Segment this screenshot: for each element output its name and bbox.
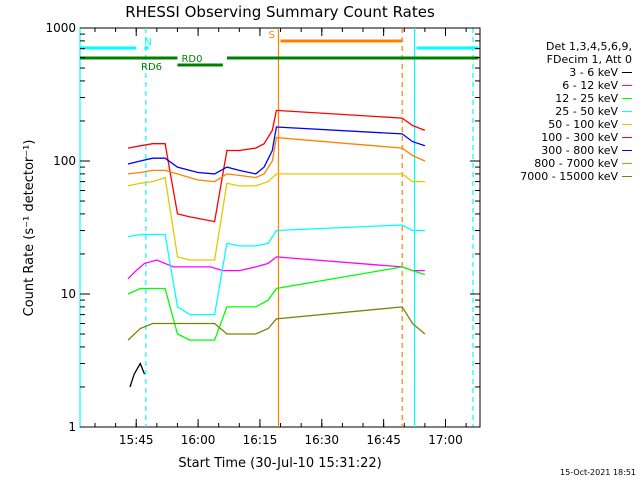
plot-frame [79, 27, 481, 428]
legend-entry-label: 6 - 12 keV [562, 79, 618, 92]
legend-swatch [622, 85, 632, 86]
flag-bar-label: S [269, 30, 275, 41]
legend-rows: 3 - 6 keV 6 - 12 keV 12 - 25 keV 25 - 50 ke… [480, 66, 632, 183]
legend-swatch [622, 98, 632, 99]
legend-entry-label: 50 - 100 keV [548, 118, 618, 131]
legend-header-decimation: FDecim 1, Att 0 [546, 53, 632, 66]
legend-swatch [622, 176, 632, 177]
legend-entry: 100 - 300 keV [480, 131, 632, 144]
legend-entry: 6 - 12 keV [480, 79, 632, 92]
flag-bars: N S RD0 RD6 [80, 30, 479, 73]
series-line [127, 224, 425, 316]
legend-swatch [622, 163, 632, 164]
y-tick-label: 10 [61, 287, 76, 301]
time-markers [79, 28, 474, 427]
legend-entry-label: 3 - 6 keV [569, 66, 618, 79]
x-tick-label: 16:30 [304, 433, 339, 447]
legend-entry: 25 - 50 keV [480, 105, 632, 118]
series-lines [127, 109, 426, 388]
y-tick-label: 100 [53, 154, 76, 168]
y-axis-label: Count Rate (s⁻¹ detector⁻¹) [22, 140, 37, 317]
legend-entry: 3 - 6 keV [480, 66, 632, 79]
y-tick-label: 1 [68, 420, 76, 434]
legend-swatch [622, 150, 632, 151]
y-tick-label: 1000 [45, 21, 76, 35]
legend-entry: 300 - 800 keV [480, 144, 632, 157]
legend-entry-label: 300 - 800 keV [541, 144, 618, 157]
flag-bar-label: RD6 [141, 62, 162, 73]
series-line [127, 306, 426, 341]
series-line [127, 173, 425, 261]
series-line [127, 126, 426, 175]
legend-swatch [622, 124, 632, 125]
legend-entry: 50 - 100 keV [480, 118, 632, 131]
legend-entry-label: 12 - 25 keV [555, 92, 618, 105]
legend-swatch [622, 137, 632, 138]
chart-title: RHESSI Observing Summary Count Rates [125, 3, 435, 21]
legend-entry-label: 25 - 50 keV [555, 105, 618, 118]
series-line [127, 109, 426, 223]
legend-swatch [622, 111, 632, 112]
legend-swatch [622, 72, 632, 73]
x-tick-label: 16:45 [366, 433, 401, 447]
x-tick-label: 17:00 [428, 433, 463, 447]
x-axis-label: Start Time (30-Jul-10 15:31:22) [178, 456, 381, 471]
legend-entry-label: 7000 - 15000 keV [520, 170, 618, 183]
x-tick-label: 16:00 [181, 433, 216, 447]
legend-entry-label: 800 - 7000 keV [534, 157, 618, 170]
axes: 15:45 16:00 16:15 16:30 16:45 17:00 1 10 100 1000 [45, 21, 480, 447]
series-line [127, 266, 426, 341]
series-line [127, 136, 426, 183]
flag-bar-label: N [144, 37, 151, 48]
legend-entry: 800 - 7000 keV [480, 157, 632, 170]
x-tick-label: 15:45 [119, 433, 154, 447]
flag-bar-label: RD0 [181, 54, 202, 65]
legend-entry: 7000 - 15000 keV [480, 170, 632, 183]
series-line [129, 362, 146, 388]
legend: Det 1,3,4,5,6,9, FDecim 1, Att 0 3 - 6 k… [480, 40, 632, 183]
legend-entry-label: 100 - 300 keV [541, 131, 618, 144]
legend-header-detectors: Det 1,3,4,5,6,9, [545, 40, 632, 53]
footer-timestamp: 15-Oct-2021 18:51 [560, 468, 636, 477]
series-line [127, 256, 425, 280]
legend-entry: 12 - 25 keV [480, 92, 632, 105]
x-tick-label: 16:15 [243, 433, 278, 447]
